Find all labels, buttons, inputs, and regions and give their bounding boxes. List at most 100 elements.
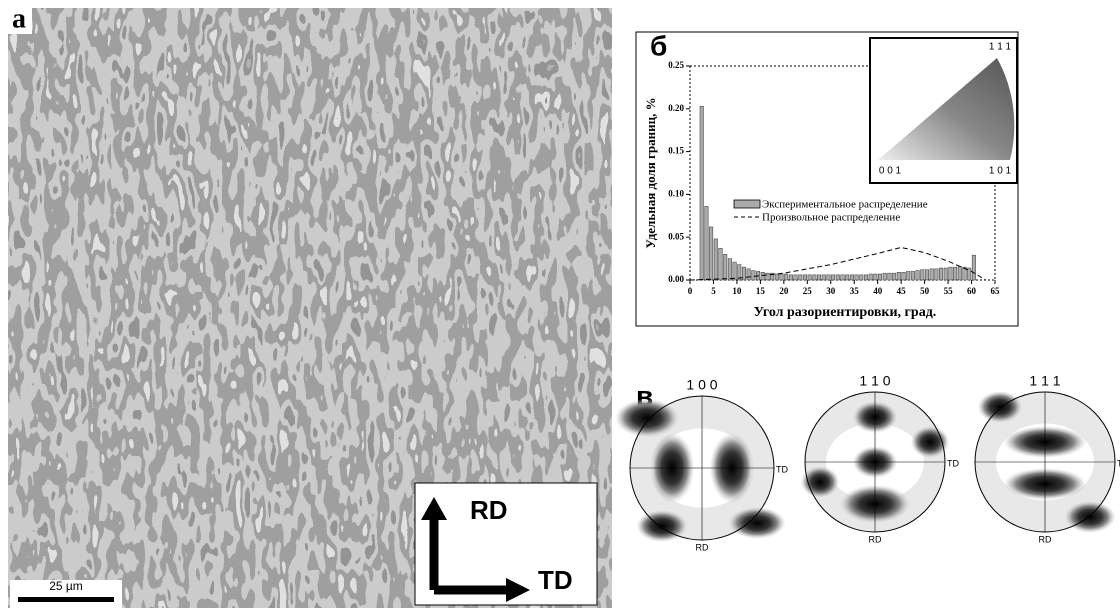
bar [741,266,746,281]
pole-circle [629,395,775,541]
bar [901,272,906,281]
pole-label: 1 1 0 [859,373,890,389]
bar [779,273,784,281]
x-tick-label: 60 [967,286,977,296]
inset-label: 1 0 1 [989,166,1012,177]
pole-td: TD [776,464,788,474]
bar [798,274,803,281]
arrow-label: RD [470,495,508,525]
y-tick-label: 0.00 [668,274,684,284]
bar [774,273,779,281]
pole-rd: RD [696,542,709,552]
legend-label: Экспериментальное распределение [762,199,928,211]
bar [821,274,826,281]
inset-label: 0 0 1 [879,166,902,177]
arrow-heads [421,497,530,602]
legend-swatch [733,199,761,209]
y-tick-label: 0.20 [668,103,684,113]
panel-label-box [8,8,32,34]
bar [868,273,873,281]
bar [962,266,967,281]
bar [971,254,976,281]
bar [746,268,751,281]
bar [849,274,854,281]
pole-density [728,507,786,539]
bar [924,269,929,281]
bar [863,274,868,281]
pole-density [977,391,1023,423]
scale-bar-label: 25 µm [49,579,83,593]
pole-density [615,398,679,438]
x-axis-label: Угол разориентировки, град. [754,305,937,320]
axis-arrows [429,517,508,595]
bar [737,264,742,281]
x-tick-label: 50 [920,286,930,296]
bar [713,238,718,281]
bar [751,270,756,281]
bar [967,267,972,281]
bar [910,271,915,281]
y-tick-label: 0.05 [668,231,684,241]
bar [812,274,817,281]
x-tick-label: 10 [732,286,742,296]
bar [826,274,831,281]
x-tick-label: 35 [850,286,860,296]
bar [948,266,953,281]
x-tick-label: 25 [803,286,813,296]
bar [835,274,840,281]
y-tick-label: 0.25 [668,60,684,70]
bar [793,274,798,281]
bar [920,269,925,281]
bar [854,274,859,281]
bar [929,268,934,281]
pole-density [1064,501,1116,533]
y-tick-label: 0.15 [668,146,684,156]
bar [704,206,709,281]
pole-td: TD [947,458,959,468]
panel-label: б [650,30,667,61]
bar [831,274,836,281]
x-tick-label: 45 [897,286,907,296]
bar [770,272,775,281]
x-tick-label: 15 [756,286,766,296]
scale-box [10,580,122,600]
bar [709,226,714,281]
pole-circle [804,391,946,533]
bar [934,268,939,281]
x-tick-label: 40 [873,286,883,296]
bar [802,274,807,281]
random-distribution-line [689,246,986,281]
bar [882,272,887,281]
bar [765,272,770,281]
panel-label: а [12,3,26,34]
bar [887,272,892,281]
bar [727,258,732,281]
plot: 0 5 10 15 20 25 30 35 40 45 50 55 60 65 0.00 0.05 0.10 0.… [668,60,1000,296]
x-tick-label: 0 [688,286,693,296]
bar [788,274,793,281]
bar [784,273,789,281]
bar [760,272,765,281]
bar [817,274,822,281]
pole-td: TD [1117,458,1120,468]
pole-label: 1 1 1 [1029,373,1060,389]
scale-bar [18,597,114,602]
bar [718,248,723,281]
bar [873,273,878,281]
arrow-label: TD [538,565,573,595]
bar [892,272,897,281]
bar [723,254,728,281]
bar [699,105,704,281]
pole-figures: 1 0 0 TD RD 1 1 0 TD RD 1 1 1 TD RD [615,373,1120,552]
bar [943,267,948,281]
x-tick-label: 65 [991,286,1001,296]
x-tick-label: 20 [779,286,789,296]
bar [845,274,850,281]
inset-label: 1 1 1 [989,42,1012,53]
y-tick-label: 0.10 [668,188,684,198]
ipf-triangle [878,58,1015,160]
pole-density [800,466,840,498]
x-tick-label: 55 [944,286,954,296]
bar [957,266,962,281]
